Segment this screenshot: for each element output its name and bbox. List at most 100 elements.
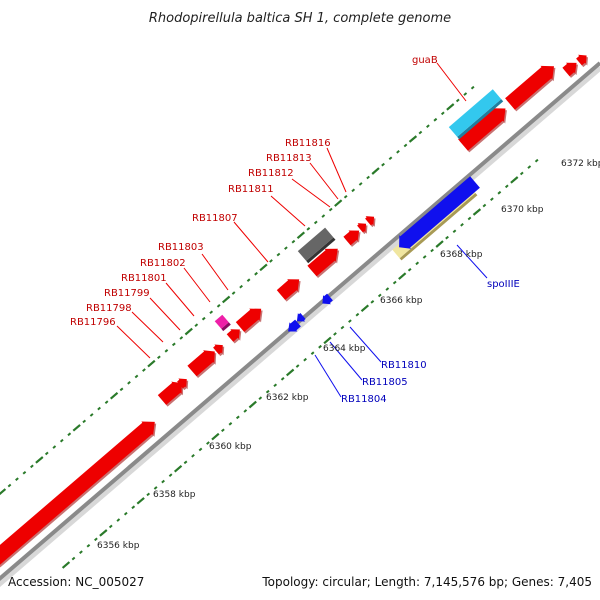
gene-label-rb11803[interactable]: RB11803 xyxy=(158,242,204,253)
gene-forward-2[interactable] xyxy=(157,381,184,407)
gene-forward-15[interactable] xyxy=(562,62,578,78)
minor-tick xyxy=(183,460,188,465)
minor-tick xyxy=(470,85,475,90)
gene-label-rb11805[interactable]: RB11805 xyxy=(362,377,408,388)
minor-tick xyxy=(422,255,427,259)
gene-label-rb11810[interactable]: RB11810 xyxy=(381,360,427,371)
gene-reverse-2[interactable] xyxy=(322,293,334,306)
gene-label-rb11798[interactable]: RB11798 xyxy=(86,303,132,314)
major-tick xyxy=(360,304,370,313)
gene-forward-13[interactable] xyxy=(458,108,507,153)
leader-line-rb11812 xyxy=(291,178,331,208)
gene-label-rb11807[interactable]: RB11807 xyxy=(192,213,238,224)
gene-reverse-4[interactable] xyxy=(296,313,307,323)
major-tick xyxy=(472,208,482,216)
minor-tick xyxy=(303,357,307,362)
minor-tick xyxy=(30,464,34,469)
minor-tick xyxy=(280,377,285,381)
minor-tick xyxy=(221,428,225,433)
gene-forward-10[interactable] xyxy=(343,230,361,247)
gene-forward-4[interactable] xyxy=(187,350,217,378)
minor-tick xyxy=(194,323,199,327)
major-tick xyxy=(0,488,7,496)
scale-label-6370: 6370 kbp xyxy=(501,205,544,215)
minor-tick xyxy=(171,342,176,347)
scale-labels: 6356 kbp 6358 kbp 6360 kbp 6362 kbp 6364… xyxy=(97,159,600,551)
map-title: Rhodopirellula baltica SH 1, complete ge… xyxy=(149,11,451,26)
minor-tick xyxy=(490,197,494,201)
gene-highlight-yellow-edge xyxy=(399,193,478,261)
gene-label-rb11816[interactable]: RB11816 xyxy=(285,138,331,149)
gene-label-rb11812[interactable]: RB11812 xyxy=(248,168,294,179)
leader-line-rb11802 xyxy=(183,267,211,303)
gene-forward-6[interactable] xyxy=(226,329,242,344)
gene-forward-3[interactable] xyxy=(177,378,189,391)
gene-label-rb11813[interactable]: RB11813 xyxy=(266,153,312,164)
major-tick xyxy=(408,135,418,143)
leader-line-rb11805 xyxy=(329,341,363,381)
major-tick xyxy=(398,272,407,280)
minor-tick xyxy=(131,505,136,510)
minor-tick xyxy=(527,165,532,169)
gene-reverse-1-body xyxy=(399,176,480,249)
gene-forward-5[interactable] xyxy=(213,344,225,357)
minor-tick xyxy=(340,325,345,330)
gene-forward-8[interactable] xyxy=(276,279,301,302)
gene-label-rb11804[interactable]: RB11804 xyxy=(341,394,387,405)
leader-line-rb11804 xyxy=(314,354,342,398)
gene-highlight-cyan[interactable] xyxy=(448,89,504,140)
gene-forward-1[interactable] xyxy=(0,421,157,568)
minor-tick xyxy=(142,368,146,372)
minor-tick xyxy=(504,184,509,189)
scale-label-6366: 6366 kbp xyxy=(380,296,423,306)
gene-reverse-3-body xyxy=(288,319,301,332)
leader-line-rb11810 xyxy=(349,326,382,363)
minor-tick xyxy=(328,207,333,212)
minor-tick xyxy=(67,432,72,437)
minor-tick xyxy=(460,223,464,227)
gene-reverse-3[interactable] xyxy=(288,319,302,334)
gene-label-rb11802[interactable]: RB11802 xyxy=(140,258,186,269)
minor-tick xyxy=(71,556,76,561)
minor-tick xyxy=(343,194,348,199)
minor-tick xyxy=(415,261,420,266)
gene-label-rb11796[interactable]: RB11796 xyxy=(70,317,116,328)
major-tick xyxy=(510,176,519,184)
gene-forward-10-body xyxy=(343,230,360,246)
minor-tick xyxy=(519,171,524,176)
gene-forward-9-body xyxy=(307,248,338,277)
gene-forward-16-body xyxy=(576,54,587,66)
minor-tick xyxy=(385,287,390,291)
gene-label-rb11801[interactable]: RB11801 xyxy=(121,273,167,284)
gene-forward-14-body xyxy=(505,65,554,110)
scale-label-6356: 6356 kbp xyxy=(97,541,140,551)
minor-tick xyxy=(377,293,382,298)
gene-label-guab[interactable]: guaB xyxy=(412,55,438,66)
gene-forward-12[interactable] xyxy=(365,216,376,228)
gene-forward-7[interactable] xyxy=(235,308,263,334)
gene-highlight-gray-edge xyxy=(306,237,336,264)
gene-highlight-magenta[interactable] xyxy=(214,314,231,332)
gene-label-rb11799[interactable]: RB11799 xyxy=(104,288,150,299)
gene-forward-11[interactable] xyxy=(357,223,368,235)
gene-reverse-1[interactable] xyxy=(399,176,481,250)
gene-forward-12-body xyxy=(365,216,375,226)
gene-highlight-gray[interactable] xyxy=(297,227,336,264)
gene-forward-16[interactable] xyxy=(576,54,588,68)
topology-summary: Topology: circular; Length: 7,145,576 bp… xyxy=(261,575,592,589)
major-tick xyxy=(435,240,444,248)
gene-forward-9[interactable] xyxy=(307,248,340,278)
leader-line-rb11796 xyxy=(116,325,151,359)
leader-line-rb11801 xyxy=(165,282,195,317)
gene-label-spoiiie[interactable]: spoIIIE xyxy=(487,279,520,290)
gene-label-rb11811[interactable]: RB11811 xyxy=(228,184,274,195)
gene-highlight-magenta-edge xyxy=(221,322,231,332)
minor-tick xyxy=(351,188,356,193)
minor-tick xyxy=(284,246,288,250)
minor-tick xyxy=(291,239,296,244)
minor-tick xyxy=(482,203,487,208)
gene-forward-14[interactable] xyxy=(505,65,556,112)
tick-marks xyxy=(0,85,539,569)
scale-label-6358: 6358 kbp xyxy=(153,490,196,500)
minor-tick xyxy=(497,190,502,195)
